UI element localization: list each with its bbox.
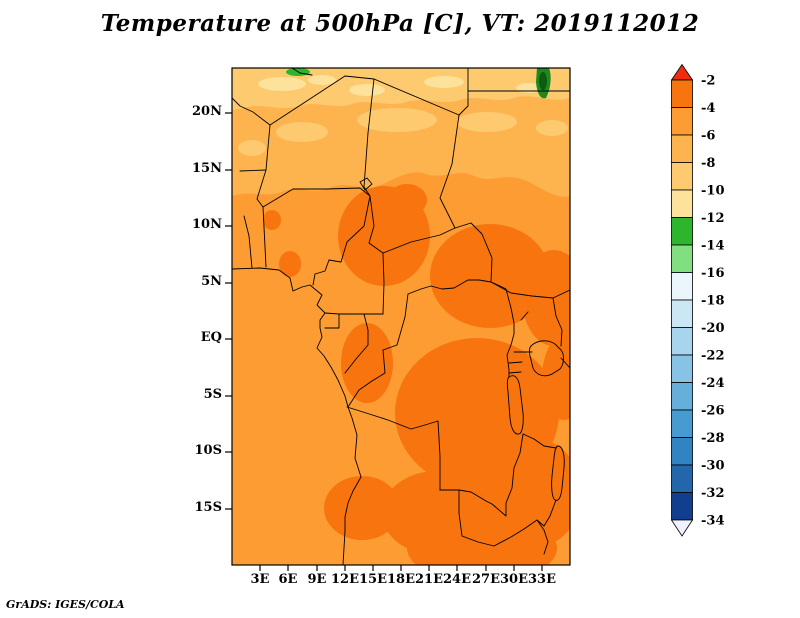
colorbar-svg: -2 -4 -6 -8 -10 -12 -14 -16 -18 -20 -22 -24 -26 -28 -3… (670, 63, 725, 537)
colorbar-segment (671, 189, 693, 218)
lon-tick-label: 30E (500, 572, 528, 587)
colorbar-segment (671, 134, 693, 163)
colorbar-segment (671, 244, 693, 273)
colorbar-tick-label: -18 (701, 294, 725, 309)
lon-tick-label: 9E (307, 572, 327, 587)
colorbar-tick-label: -6 (701, 129, 715, 144)
colorbar-tick-label: -10 (701, 184, 725, 199)
colorbar-tick-label: -8 (701, 156, 715, 171)
colorbar-tick-label: -30 (701, 459, 725, 474)
lat-tick-label: 15S (194, 500, 222, 515)
colorbar: -2 -4 -6 -8 -10 -12 -14 -16 -18 -20 -22 -24 -26 -28 -3… (670, 63, 761, 548)
lat-tick-label: 20N (192, 104, 222, 119)
lat-tick-label: 5S (203, 387, 222, 402)
lat-tick-label: EQ (200, 330, 222, 345)
colorbar-segment (671, 299, 693, 328)
lon-tick-label: 21E (415, 572, 443, 587)
colorbar-segment (671, 354, 693, 383)
lat-tick-label: 10N (192, 217, 222, 232)
plot-title: Temperature at 500hPa [C], VT: 201911201… (100, 10, 700, 37)
temperature-field (232, 68, 570, 565)
colorbar-tick-label: -14 (701, 239, 725, 254)
colorbar-tick-label: -22 (701, 349, 725, 364)
lat-tick-label: 15N (192, 161, 222, 176)
attribution: GrADS: IGES/COLA (6, 598, 125, 611)
colorbar-tick-label: -32 (701, 486, 725, 501)
colorbar-tick-label: -12 (701, 211, 725, 226)
colorbar-segment (671, 437, 693, 466)
colorbar-segment (671, 464, 693, 493)
colorbar-segment (671, 162, 693, 191)
lon-tick-label: 27E (472, 572, 500, 587)
lon-tick-label: 24E (443, 572, 471, 587)
lat-tick-label: 5N (201, 274, 222, 289)
colorbar-tick-label: -28 (701, 431, 725, 446)
colorbar-segment (671, 217, 693, 246)
colorbar-tick-label: -26 (701, 404, 725, 419)
colorbar-segment (671, 327, 693, 356)
colorbar-segment (671, 409, 693, 438)
colorbar-segment (671, 382, 693, 411)
country-borders (232, 68, 570, 565)
colorbar-segment (671, 272, 693, 301)
colorbar-segment (671, 107, 693, 136)
lon-tick-label: 3E (250, 572, 270, 587)
lon-tick-label: 15E (359, 572, 387, 587)
lon-tick-label: 33E (528, 572, 556, 587)
colorbar-arrow-up (670, 63, 694, 81)
colorbar-tick-label: -4 (701, 101, 715, 116)
lon-tick-label: 6E (278, 572, 298, 587)
colorbar-tick-label: -34 (701, 514, 725, 529)
colorbar-tick-label: -16 (701, 266, 725, 281)
lon-tick-label: 12E (331, 572, 359, 587)
colorbar-segment (671, 79, 693, 108)
map-svg (225, 67, 571, 571)
axis-ticks (225, 112, 543, 571)
lon-tick-label: 18E (387, 572, 415, 587)
colorbar-tick-label: -2 (701, 74, 715, 89)
lat-tick-label: 10S (194, 443, 222, 458)
colorbar-segment (671, 492, 693, 521)
colorbar-tick-label: -24 (701, 376, 725, 391)
colorbar-tick-label: -20 (701, 321, 725, 336)
colorbar-arrow-down (670, 519, 694, 537)
